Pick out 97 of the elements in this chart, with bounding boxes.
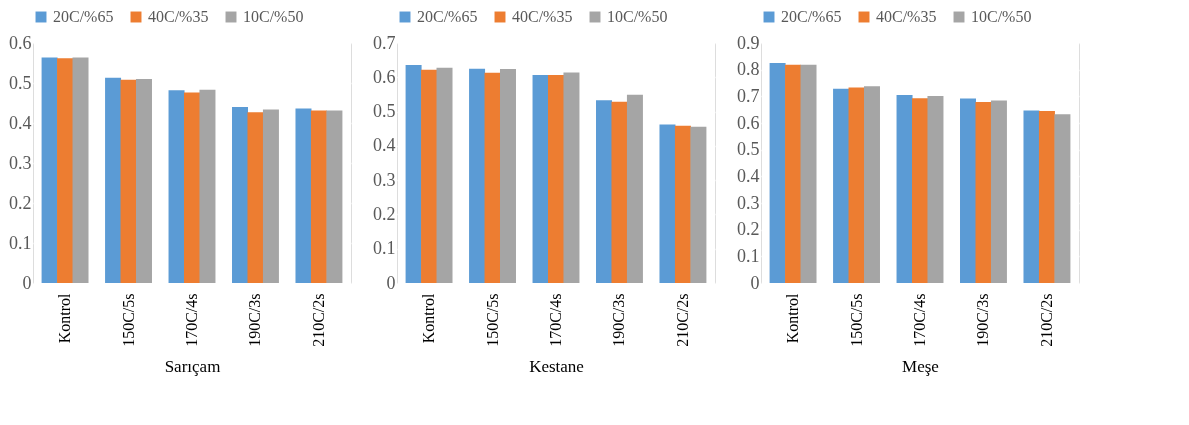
x-tick-label: Kontrol	[420, 292, 438, 344]
bar	[833, 88, 850, 283]
x-tick-label: 170C/4s	[911, 293, 928, 347]
x-tick-label: 210C/2s	[1037, 293, 1055, 347]
bar	[232, 107, 249, 283]
bar	[960, 98, 977, 283]
bar	[848, 87, 865, 283]
bar	[785, 64, 802, 283]
legend-label: 40C/%35	[876, 8, 937, 25]
y-tick-label: 0.7	[737, 85, 760, 106]
x-axis-title: Meşe	[902, 356, 939, 376]
y-tick-label: 0.2	[737, 219, 760, 240]
bar	[184, 92, 200, 283]
legend-label: 40C/%35	[512, 8, 573, 25]
bar	[800, 64, 817, 283]
y-tick-label: 0	[386, 272, 396, 293]
legend-label: 20C/%65	[781, 8, 842, 25]
bar	[72, 57, 89, 283]
x-tick-label: 190C/3s	[610, 293, 628, 347]
x-tick-label: Kontrol	[784, 292, 802, 344]
y-tick-label: 0	[22, 272, 32, 293]
bar	[469, 68, 486, 283]
legend-label: 10C/%50	[607, 8, 668, 25]
bar	[975, 101, 992, 283]
x-tick-label: 150C/5s	[119, 293, 137, 347]
y-tick-label: 0.2	[373, 203, 396, 224]
bar	[769, 63, 786, 283]
x-tick-label: 150C/5s	[483, 293, 501, 347]
legend-label: 20C/%65	[53, 8, 114, 25]
bar	[405, 64, 422, 283]
bar	[135, 79, 152, 283]
y-tick-label: 0.5	[373, 101, 396, 122]
bar	[262, 109, 279, 283]
bar	[484, 72, 501, 283]
y-tick-label: 0.7	[373, 32, 396, 53]
y-tick-label: 0.1	[9, 232, 32, 253]
legend-label: 20C/%65	[417, 8, 478, 25]
y-tick-label: 0.4	[737, 165, 760, 186]
bar	[596, 100, 613, 283]
x-tick-label: 190C/3s	[246, 293, 264, 347]
bar	[690, 126, 707, 283]
y-tick-label: 0.8	[737, 59, 760, 80]
bar	[499, 69, 516, 283]
bar	[310, 110, 327, 283]
bar	[611, 101, 628, 283]
bar	[326, 110, 343, 283]
y-tick-label: 0.5	[9, 72, 32, 93]
bar	[990, 100, 1007, 283]
y-tick-label: 0.6	[373, 66, 396, 87]
y-tick-label: 0.4	[373, 135, 396, 156]
bar	[626, 94, 643, 283]
x-tick-label: 170C/4s	[183, 293, 200, 347]
bar	[1054, 114, 1071, 283]
y-tick-label: 0.3	[9, 152, 32, 173]
y-tick-label: 0.3	[737, 192, 760, 213]
y-tick-label: 0.3	[373, 169, 396, 190]
legend-label: 10C/%50	[971, 8, 1032, 25]
bar	[168, 90, 185, 283]
legend-label: 10C/%50	[243, 8, 304, 25]
y-tick-label: 0.6	[737, 112, 760, 133]
bar	[912, 98, 928, 283]
y-tick-label: 0.6	[9, 32, 32, 53]
bar	[295, 108, 312, 283]
x-tick-label: 210C/2s	[673, 293, 691, 347]
y-tick-label: 0.1	[373, 238, 396, 259]
bar	[548, 74, 564, 283]
legend-label: 40C/%35	[148, 8, 209, 25]
bar	[421, 69, 438, 283]
x-tick-label: 170C/4s	[547, 293, 564, 347]
bar	[863, 86, 880, 283]
bar	[41, 57, 58, 283]
bar	[1038, 111, 1055, 283]
bar	[436, 67, 453, 283]
bar	[1023, 110, 1040, 283]
bar	[563, 72, 580, 283]
y-tick-label: 0.1	[737, 245, 760, 266]
bar	[120, 79, 137, 283]
x-axis-title: Kestane	[529, 356, 584, 376]
x-tick-label: Kontrol	[56, 292, 74, 344]
bar	[247, 112, 264, 283]
y-tick-label: 0.2	[9, 192, 32, 213]
x-tick-label: 210C/2s	[309, 293, 327, 347]
y-tick-label: 0.9	[737, 32, 760, 53]
y-tick-label: 0.5	[737, 139, 760, 160]
x-axis-title: Sarıçam	[164, 356, 221, 376]
y-tick-label: 0	[750, 272, 760, 293]
bar	[927, 96, 944, 283]
bar	[199, 89, 216, 283]
bar	[896, 95, 913, 283]
y-tick-label: 0.4	[9, 112, 32, 133]
bar	[674, 125, 691, 283]
x-tick-label: 150C/5s	[847, 293, 865, 347]
x-tick-label: 190C/3s	[974, 293, 992, 347]
bar	[532, 74, 549, 283]
bar	[659, 124, 676, 283]
bar	[57, 58, 74, 283]
bar	[105, 77, 122, 283]
